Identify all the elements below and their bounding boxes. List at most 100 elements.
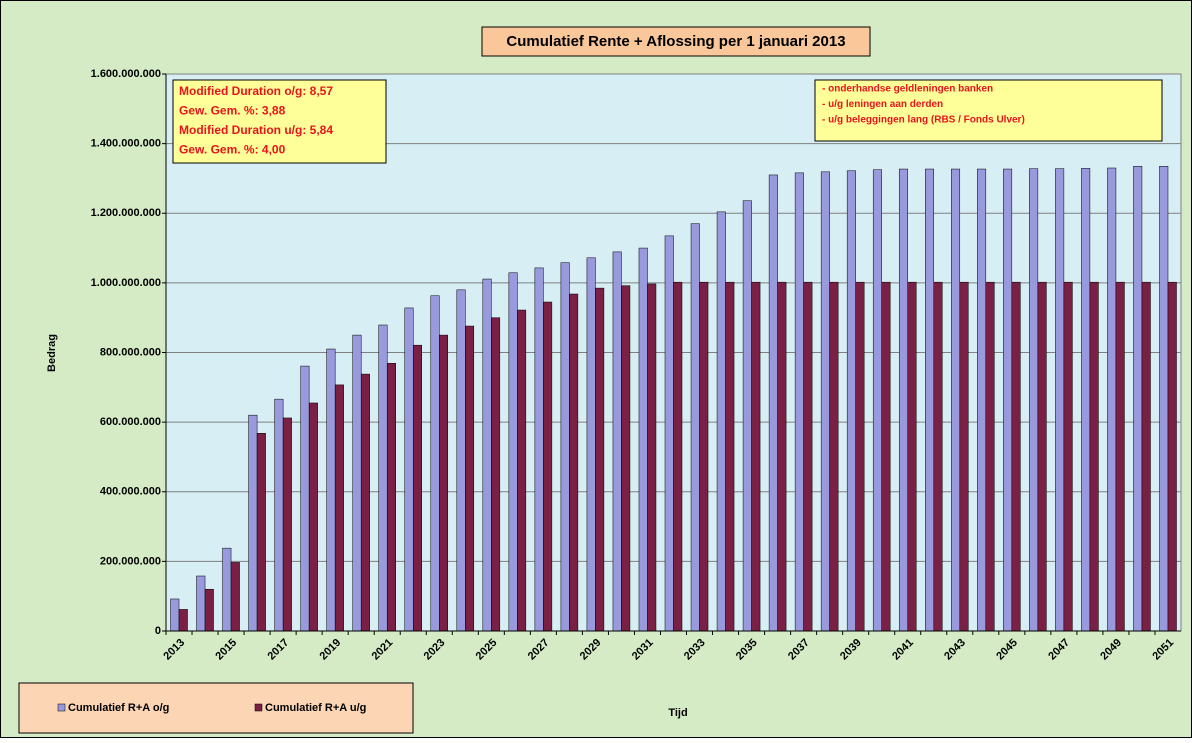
bar	[308, 402, 318, 632]
y-tick-label: 600.000.000	[100, 416, 161, 428]
bar	[664, 235, 674, 632]
bar	[334, 384, 344, 632]
chart-title: Cumulatief Rente + Aflossing per 1 janua…	[506, 33, 845, 50]
bar	[612, 251, 622, 632]
bar	[898, 168, 908, 632]
bar	[300, 365, 310, 632]
bar	[716, 211, 726, 632]
bar	[951, 168, 961, 632]
bar	[534, 267, 544, 632]
bar	[326, 348, 336, 632]
bar	[465, 325, 475, 632]
y-tick-label: 400.000.000	[100, 486, 161, 498]
bar	[881, 281, 891, 632]
bar	[820, 171, 830, 632]
legend-label: Cumulatief R+A o/g	[68, 702, 169, 714]
bar	[855, 281, 865, 632]
y-tick-label: 1.200.000.000	[91, 207, 161, 219]
bar	[560, 262, 570, 632]
bar	[647, 283, 657, 632]
bar	[1141, 281, 1151, 632]
bar	[386, 363, 396, 632]
bar	[352, 334, 362, 632]
bar	[777, 281, 787, 632]
bar	[1081, 168, 1091, 632]
bar	[1063, 281, 1073, 632]
bar	[699, 281, 709, 632]
bar	[933, 281, 943, 632]
bar	[508, 272, 518, 632]
bar	[204, 588, 214, 632]
annotation-text: - u/g leningen aan derden	[822, 99, 943, 110]
bar	[985, 281, 995, 632]
legend-swatch	[254, 703, 263, 712]
bar	[439, 334, 449, 632]
legend-box	[18, 682, 414, 734]
x-axis-label: Tijd	[668, 707, 687, 719]
bar	[569, 293, 579, 632]
bar	[1029, 168, 1039, 632]
bar	[803, 281, 813, 632]
bar	[1011, 281, 1021, 632]
bar	[1003, 168, 1013, 632]
bar	[1159, 166, 1169, 632]
y-tick-label: 1.600.000.000	[91, 68, 161, 80]
y-tick-label: 200.000.000	[100, 555, 161, 567]
bar	[725, 281, 735, 632]
bar	[1115, 281, 1125, 632]
bar	[977, 168, 987, 632]
annotation-text: Gew. Gem. %: 3,88	[179, 104, 286, 118]
bar	[491, 317, 501, 632]
title-box	[481, 26, 871, 57]
bar	[1089, 281, 1099, 632]
bar	[412, 344, 422, 632]
bar	[378, 324, 388, 632]
bar	[1107, 167, 1117, 632]
bar	[751, 281, 761, 632]
bar	[768, 174, 778, 632]
bar	[1055, 168, 1065, 632]
bar	[482, 278, 492, 632]
bar	[430, 295, 440, 632]
bar	[404, 307, 414, 632]
bar	[543, 301, 553, 632]
bar	[742, 200, 752, 632]
bar	[274, 398, 284, 632]
annotation-text: Modified Duration u/g: 5,84	[179, 123, 333, 137]
annotation-text: Gew. Gem. %: 4,00	[179, 143, 286, 157]
annotation-box	[172, 79, 387, 164]
annotation-box	[814, 79, 1163, 142]
bar	[360, 373, 370, 632]
bar	[846, 170, 856, 632]
bar	[925, 168, 935, 632]
bar	[1037, 281, 1047, 632]
bar	[170, 598, 180, 632]
bar	[959, 281, 969, 632]
bar	[230, 562, 240, 632]
bar	[690, 223, 700, 632]
bar	[178, 609, 188, 632]
bar	[1167, 281, 1177, 632]
bar	[256, 433, 266, 632]
bar	[517, 309, 527, 632]
annotation-text: - u/g beleggingen lang (RBS / Fonds Ulve…	[822, 115, 1025, 126]
bar	[222, 547, 232, 632]
bar	[586, 257, 596, 632]
bar	[282, 417, 292, 632]
bar	[794, 172, 804, 632]
legend-label: Cumulatief R+A u/g	[265, 702, 366, 714]
bar	[872, 169, 882, 632]
y-tick-label: 1.400.000.000	[91, 138, 161, 150]
annotation-text: Modified Duration o/g: 8,57	[179, 84, 333, 98]
bar	[595, 287, 605, 632]
bar	[829, 281, 839, 632]
bar	[907, 281, 917, 632]
bar	[248, 414, 258, 632]
bar	[673, 281, 683, 632]
bar	[196, 575, 206, 632]
y-tick-label: 0	[155, 625, 161, 637]
y-tick-label: 1.000.000.000	[91, 277, 161, 289]
bar	[456, 289, 466, 632]
bar	[621, 285, 631, 632]
